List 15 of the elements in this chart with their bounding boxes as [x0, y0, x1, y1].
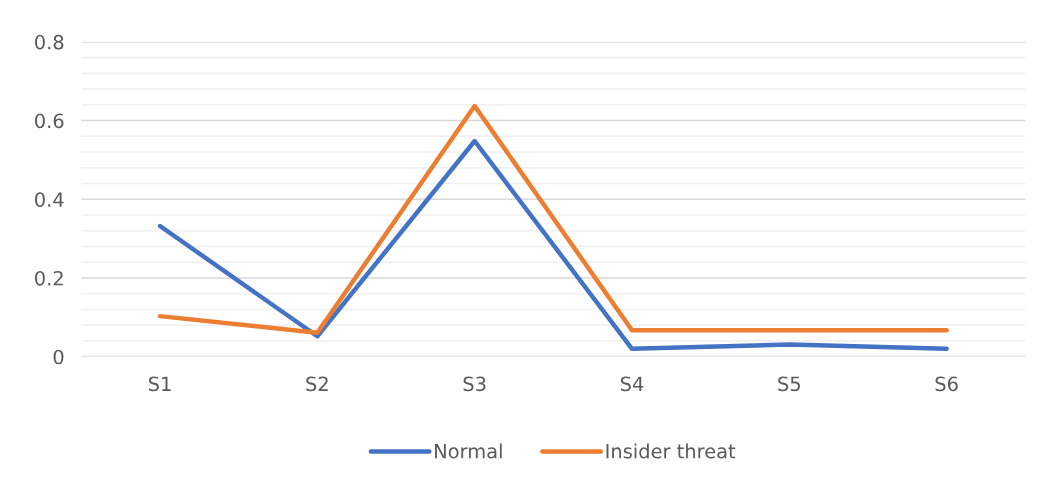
x-tick-label: S6	[935, 376, 958, 392]
y-tick-label: 0.2	[35, 270, 63, 286]
x-tick-label: S3	[463, 376, 486, 392]
x-tick-label: S4	[620, 376, 644, 392]
legend-label: Insider threat	[606, 443, 736, 459]
x-tick-label: S1	[148, 376, 171, 392]
line-series	[157, 138, 949, 352]
x-tick-label: S5	[778, 376, 800, 392]
legend-label: Normal	[435, 443, 502, 459]
y-tick-label: 0.8	[35, 34, 64, 50]
x-tick-label: S2	[306, 376, 328, 392]
y-tick-label: 0.6	[35, 113, 64, 129]
y-tick-label: 0.4	[35, 192, 64, 207]
y-tick-label: 0	[53, 349, 64, 365]
line-series	[157, 103, 949, 335]
